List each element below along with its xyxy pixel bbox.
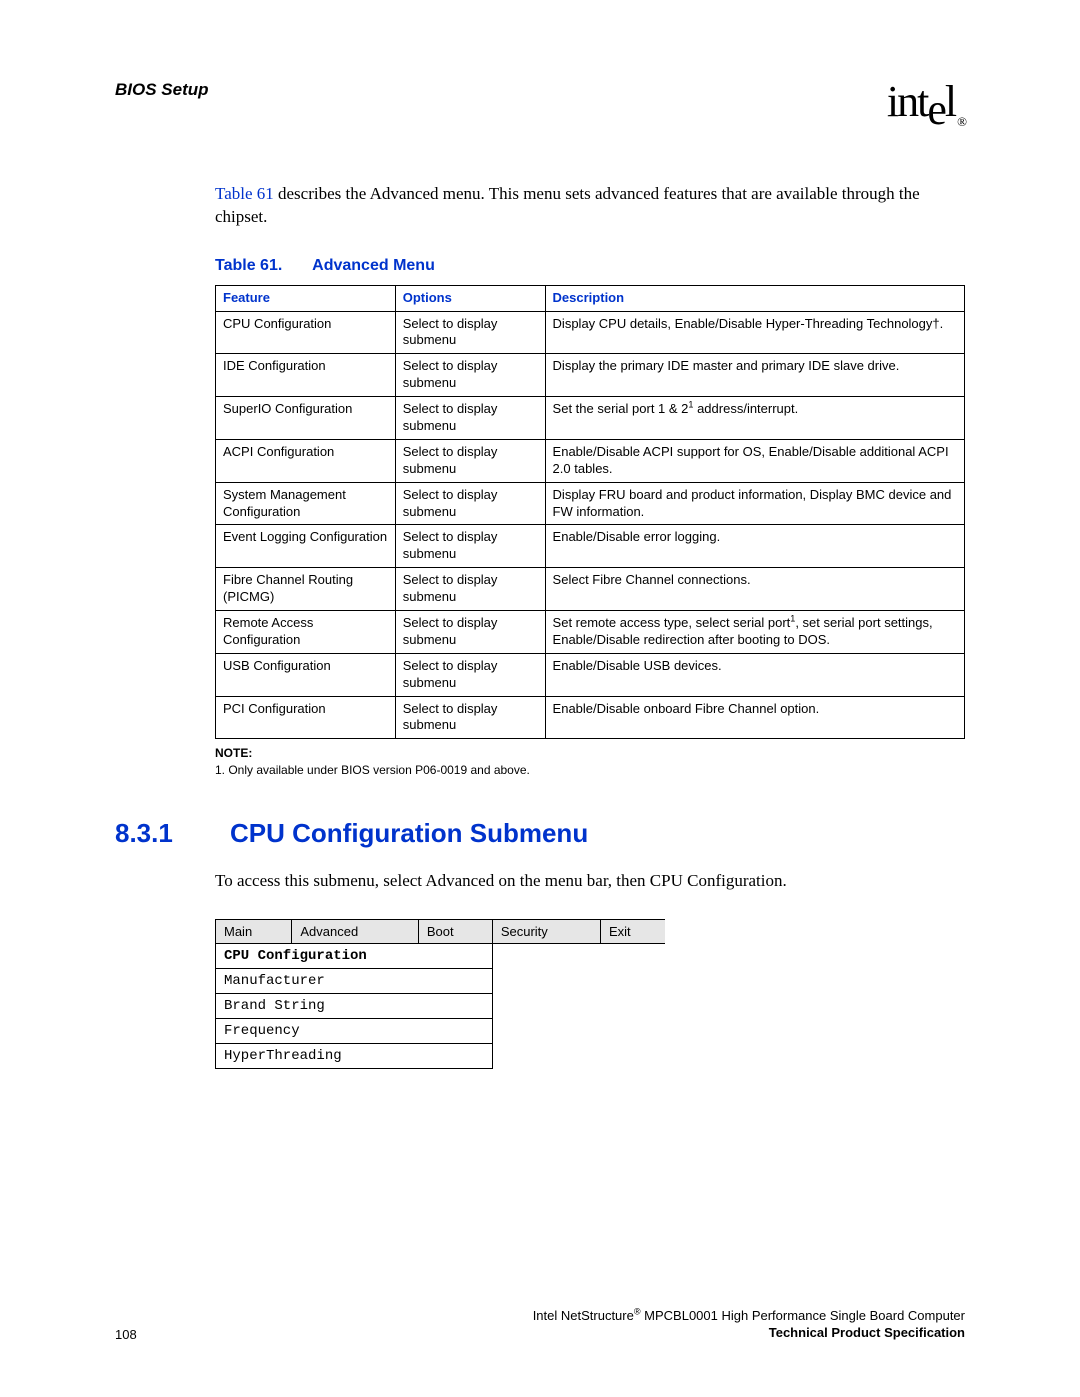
table-row: Fibre Channel Routing (PICMG)Select to d… bbox=[216, 568, 965, 611]
table-row: Remote Access ConfigurationSelect to dis… bbox=[216, 611, 965, 654]
page-header: BIOS Setup intel® bbox=[115, 80, 965, 128]
cell-description: Enable/Disable onboard Fibre Channel opt… bbox=[545, 696, 964, 739]
cell-options: Select to display submenu bbox=[395, 439, 545, 482]
bios-tab-boot[interactable]: Boot bbox=[418, 919, 492, 943]
table-header-row: Feature Options Description bbox=[216, 285, 965, 311]
cell-description: Display FRU board and product informatio… bbox=[545, 482, 964, 525]
col-options: Options bbox=[395, 285, 545, 311]
page-footer: 108 Intel NetStructure® MPCBL0001 High P… bbox=[115, 1307, 965, 1342]
bios-item[interactable]: Frequency bbox=[216, 1018, 493, 1043]
table-row: PCI ConfigurationSelect to display subme… bbox=[216, 696, 965, 739]
cell-description: Set the serial port 1 & 21 address/inter… bbox=[545, 397, 964, 440]
bios-item-row: Frequency bbox=[216, 1018, 666, 1043]
cell-options: Select to display submenu bbox=[395, 354, 545, 397]
footer-product-pre: Intel NetStructure bbox=[533, 1308, 634, 1323]
note-text: 1. Only available under BIOS version P06… bbox=[215, 763, 530, 777]
cell-feature: CPU Configuration bbox=[216, 311, 396, 354]
cell-options: Select to display submenu bbox=[395, 482, 545, 525]
cell-options: Select to display submenu bbox=[395, 568, 545, 611]
section-body: To access this submenu, select Advanced … bbox=[215, 871, 965, 1069]
cell-options: Select to display submenu bbox=[395, 696, 545, 739]
footer-spec: Technical Product Specification bbox=[769, 1325, 965, 1340]
cell-feature: System Management Configuration bbox=[216, 482, 396, 525]
section-heading: 8.3.1 CPU Configuration Submenu bbox=[115, 818, 965, 849]
bios-tab-exit[interactable]: Exit bbox=[600, 919, 665, 943]
section-title: CPU Configuration Submenu bbox=[230, 818, 588, 849]
cell-feature: IDE Configuration bbox=[216, 354, 396, 397]
intel-logo: intel® bbox=[887, 80, 965, 128]
page-number: 108 bbox=[115, 1327, 137, 1342]
cell-feature: SuperIO Configuration bbox=[216, 397, 396, 440]
table-title: Advanced Menu bbox=[312, 257, 435, 274]
header-title: BIOS Setup bbox=[115, 80, 209, 100]
cell-options: Select to display submenu bbox=[395, 525, 545, 568]
bios-item[interactable]: Manufacturer bbox=[216, 968, 493, 993]
table-row: System Management ConfigurationSelect to… bbox=[216, 482, 965, 525]
table-ref-link[interactable]: Table 61 bbox=[215, 184, 274, 203]
bios-tab-advanced[interactable]: Advanced bbox=[292, 919, 418, 943]
cell-feature: Fibre Channel Routing (PICMG) bbox=[216, 568, 396, 611]
cell-options: Select to display submenu bbox=[395, 311, 545, 354]
footer-reg: ® bbox=[634, 1307, 641, 1317]
cell-description: Display the primary IDE master and prima… bbox=[545, 354, 964, 397]
body-content: Table 61 describes the Advanced menu. Th… bbox=[215, 183, 965, 778]
section-number: 8.3.1 bbox=[115, 818, 190, 849]
cell-description: Enable/Disable USB devices. bbox=[545, 653, 964, 696]
table-row: USB ConfigurationSelect to display subme… bbox=[216, 653, 965, 696]
cell-description: Enable/Disable error logging. bbox=[545, 525, 964, 568]
col-description: Description bbox=[545, 285, 964, 311]
cell-description: Display CPU details, Enable/Disable Hype… bbox=[545, 311, 964, 354]
cell-feature: ACPI Configuration bbox=[216, 439, 396, 482]
table-caption: Table 61. Advanced Menu bbox=[215, 257, 965, 275]
footer-right: Intel NetStructure® MPCBL0001 High Perfo… bbox=[533, 1307, 965, 1342]
bios-item[interactable]: Brand String bbox=[216, 993, 493, 1018]
table-row: CPU ConfigurationSelect to display subme… bbox=[216, 311, 965, 354]
table-row: IDE ConfigurationSelect to display subme… bbox=[216, 354, 965, 397]
bios-item-row: HyperThreading bbox=[216, 1043, 666, 1068]
registered-mark: ® bbox=[957, 114, 965, 129]
section-access-text: To access this submenu, select Advanced … bbox=[215, 871, 965, 891]
cell-options: Select to display submenu bbox=[395, 653, 545, 696]
bios-tab-security[interactable]: Security bbox=[492, 919, 600, 943]
col-feature: Feature bbox=[216, 285, 396, 311]
cell-options: Select to display submenu bbox=[395, 397, 545, 440]
table-row: SuperIO ConfigurationSelect to display s… bbox=[216, 397, 965, 440]
cell-description: Enable/Disable ACPI support for OS, Enab… bbox=[545, 439, 964, 482]
table-row: Event Logging ConfigurationSelect to dis… bbox=[216, 525, 965, 568]
note-label: NOTE: bbox=[215, 746, 252, 760]
cell-feature: PCI Configuration bbox=[216, 696, 396, 739]
cell-options: Select to display submenu bbox=[395, 611, 545, 654]
bios-item-row: Manufacturer bbox=[216, 968, 666, 993]
bios-tab-main[interactable]: Main bbox=[216, 919, 292, 943]
table-row: ACPI ConfigurationSelect to display subm… bbox=[216, 439, 965, 482]
bios-item[interactable]: HyperThreading bbox=[216, 1043, 493, 1068]
cell-description: Set remote access type, select serial po… bbox=[545, 611, 964, 654]
bios-item-row: Brand String bbox=[216, 993, 666, 1018]
intro-paragraph: Table 61 describes the Advanced menu. Th… bbox=[215, 183, 965, 229]
cell-feature: Remote Access Configuration bbox=[216, 611, 396, 654]
bios-subtitle-row: CPU Configuration bbox=[216, 943, 666, 968]
page: BIOS Setup intel® Table 61 describes the… bbox=[0, 0, 1080, 1397]
bios-mock-table: Main Advanced Boot Security Exit CPU Con… bbox=[215, 919, 665, 1069]
table-note: NOTE: 1. Only available under BIOS versi… bbox=[215, 745, 965, 777]
bios-tab-row: Main Advanced Boot Security Exit bbox=[216, 919, 666, 943]
cell-description: Select Fibre Channel connections. bbox=[545, 568, 964, 611]
bios-subtitle: CPU Configuration bbox=[216, 943, 493, 968]
table-number: Table 61. bbox=[215, 257, 282, 274]
footer-product-post: MPCBL0001 High Performance Single Board … bbox=[641, 1308, 965, 1323]
cell-feature: USB Configuration bbox=[216, 653, 396, 696]
cell-feature: Event Logging Configuration bbox=[216, 525, 396, 568]
advanced-menu-table: Feature Options Description CPU Configur… bbox=[215, 285, 965, 740]
